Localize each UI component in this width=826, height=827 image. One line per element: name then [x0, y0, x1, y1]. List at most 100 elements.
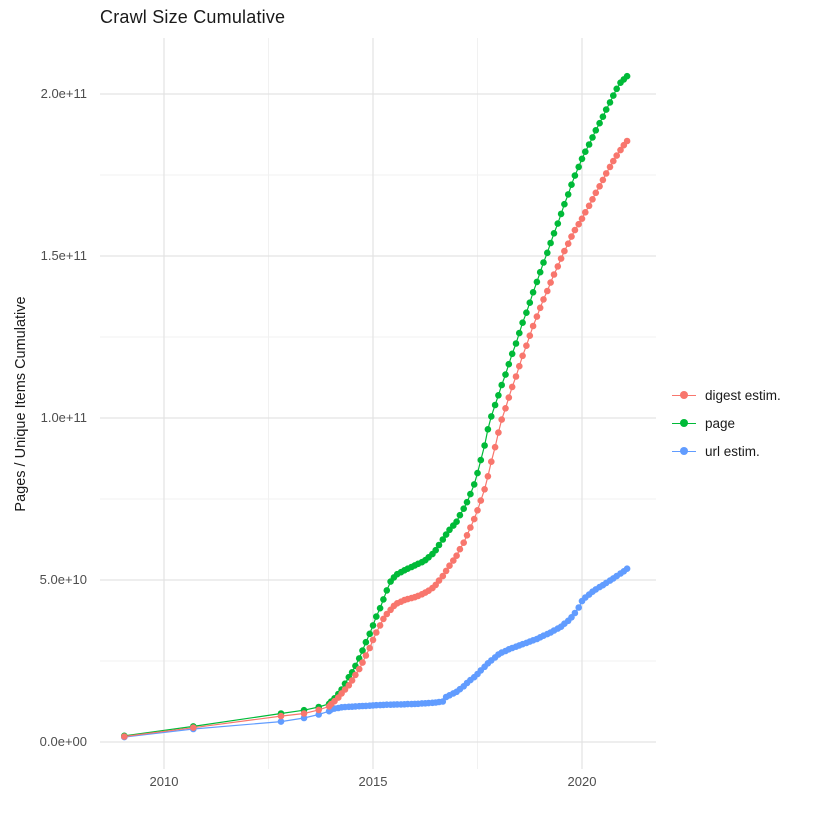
series-point-page [557, 210, 565, 218]
legend-label: page [705, 415, 736, 431]
series-point-digest-estim- [439, 572, 447, 580]
series-point-page [526, 299, 534, 307]
series-point-page [561, 200, 568, 208]
series-point-digest-estim- [529, 322, 537, 330]
series-point-page [453, 518, 460, 525]
series-point-url-estim- [571, 609, 579, 617]
legend-label: url estim. [705, 443, 760, 459]
series-point-digest-estim- [606, 163, 614, 171]
series-point-digest-estim- [463, 532, 471, 539]
series-point-digest-estim- [502, 405, 509, 412]
series-point-digest-estim- [523, 342, 530, 350]
series-point-digest-estim- [121, 733, 128, 740]
series-point-digest-estim- [610, 157, 617, 165]
series-point-page [439, 536, 447, 543]
series-point-url-estim- [315, 711, 323, 718]
series-point-page [554, 220, 562, 227]
series-point-page [446, 526, 453, 534]
series-point-digest-estim- [373, 629, 380, 636]
series-point-page [463, 498, 471, 506]
series-point-digest-estim- [467, 524, 474, 531]
series-line-url-estim- [124, 568, 628, 738]
series-point-digest-estim- [477, 497, 485, 504]
series-point-page [491, 401, 499, 409]
series-point-page [376, 604, 384, 612]
series-point-digest-estim- [564, 240, 572, 247]
series-point-page [582, 148, 589, 155]
series-point-page [623, 72, 631, 80]
series-point-digest-estim- [554, 263, 562, 270]
y-axis-tick-label: 1.5e+11 [40, 248, 87, 263]
series-point-digest-estim- [315, 706, 323, 714]
x-axis-tick-label: 2015 [358, 774, 388, 789]
series-point-digest-estim- [526, 332, 534, 340]
series-point-digest-estim- [453, 552, 460, 559]
series-point-digest-estim- [613, 152, 620, 159]
series-point-page [613, 85, 620, 93]
series-point-page [505, 360, 513, 368]
series-point-digest-estim- [474, 507, 481, 514]
series-point-page [516, 329, 523, 337]
series-point-digest-estim- [571, 226, 579, 234]
series-point-page [544, 249, 551, 257]
y-axis-tick-label: 5.0e+10 [39, 572, 87, 587]
legend-label: digest estim. [705, 387, 781, 403]
series-point-url-estim- [623, 565, 631, 572]
series-point-page [602, 106, 610, 113]
series-point-digest-estim- [596, 183, 603, 190]
series-point-digest-estim- [488, 458, 495, 466]
series-point-digest-estim- [300, 710, 308, 717]
series-point-digest-estim- [498, 416, 506, 423]
series-point-digest-estim- [341, 686, 349, 693]
series-point-page [498, 381, 506, 389]
series-point-digest-estim- [495, 429, 502, 436]
series-point-digest-estim- [470, 515, 478, 523]
series-point-digest-estim- [533, 313, 541, 320]
y-axis-tick-label: 2.0e+11 [40, 86, 87, 101]
series-point-digest-estim- [519, 352, 526, 360]
chart-title: Crawl Size Cumulative [100, 7, 286, 27]
series-point-digest-estim- [617, 146, 624, 154]
series-point-digest-estim- [544, 287, 551, 295]
series-point-url-estim- [575, 604, 582, 611]
series-point-page [481, 442, 488, 449]
series-point-digest-estim- [491, 443, 499, 451]
series-point-digest-estim- [383, 610, 391, 618]
series-point-digest-estim- [585, 202, 593, 210]
series-point-page [523, 309, 530, 317]
series-point-digest-estim- [446, 562, 453, 569]
series-point-digest-estim- [599, 176, 607, 184]
series-point-page [536, 268, 544, 276]
series-point-digest-estim- [547, 279, 554, 286]
series-point-page [610, 92, 617, 99]
series-point-digest-estim- [456, 545, 464, 553]
series-point-page [380, 596, 387, 603]
series-point-page [432, 546, 440, 554]
series-point-digest-estim- [561, 247, 568, 255]
series-point-page [606, 99, 614, 106]
legend-key-page-icon [672, 418, 696, 428]
series-point-page [529, 289, 537, 296]
series-point-page [359, 647, 366, 654]
series-point-page [495, 392, 502, 399]
series-point-digest-estim- [277, 712, 285, 720]
series-point-digest-estim- [557, 255, 565, 262]
series-point-digest-estim- [352, 671, 359, 679]
series-point-digest-estim- [442, 567, 450, 575]
series-point-page [456, 511, 464, 519]
series-point-page [599, 113, 607, 120]
series-point-digest-estim- [550, 271, 558, 278]
series-point-page [596, 119, 603, 127]
x-axis-tick-label: 2010 [149, 774, 179, 789]
series-point-digest-estim- [460, 539, 468, 546]
series-point-url-estim- [277, 718, 285, 725]
series-point-page [585, 141, 593, 148]
y-axis-tick-label: 1.0e+11 [40, 410, 87, 425]
y-axis-title: Pages / Unique Items Cumulative [13, 296, 29, 512]
series-point-digest-estim- [481, 486, 488, 493]
series-point-digest-estim- [540, 296, 547, 303]
series-point-page [564, 191, 572, 198]
series-point-digest-estim- [602, 170, 610, 177]
series-point-page [508, 350, 516, 358]
